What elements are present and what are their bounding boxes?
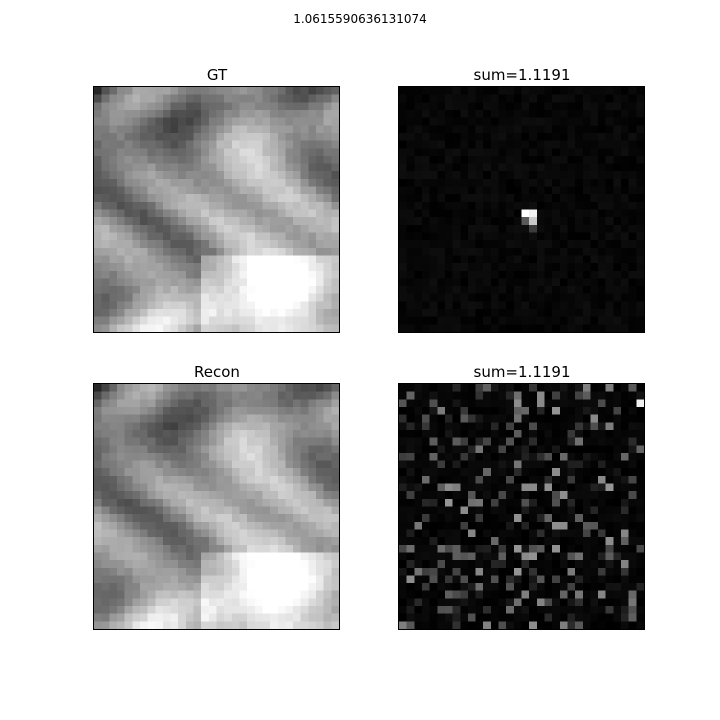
recon-map-image	[398, 383, 645, 630]
panel-title-gt: GT	[206, 66, 228, 84]
panel-title-recon: Recon	[194, 363, 240, 381]
recon-image-canvas	[94, 384, 339, 629]
recon-image	[93, 383, 340, 630]
gt-image-canvas	[94, 87, 339, 332]
figure-suptitle: 1.0615590636131074	[293, 12, 427, 26]
recon-map-canvas	[399, 384, 644, 629]
gt-map-canvas	[399, 87, 644, 332]
gt-map-image	[398, 86, 645, 333]
panel-title-recon-map: sum=1.1191	[473, 363, 571, 381]
gt-image	[93, 86, 340, 333]
panel-title-gt-map: sum=1.1191	[473, 66, 571, 84]
